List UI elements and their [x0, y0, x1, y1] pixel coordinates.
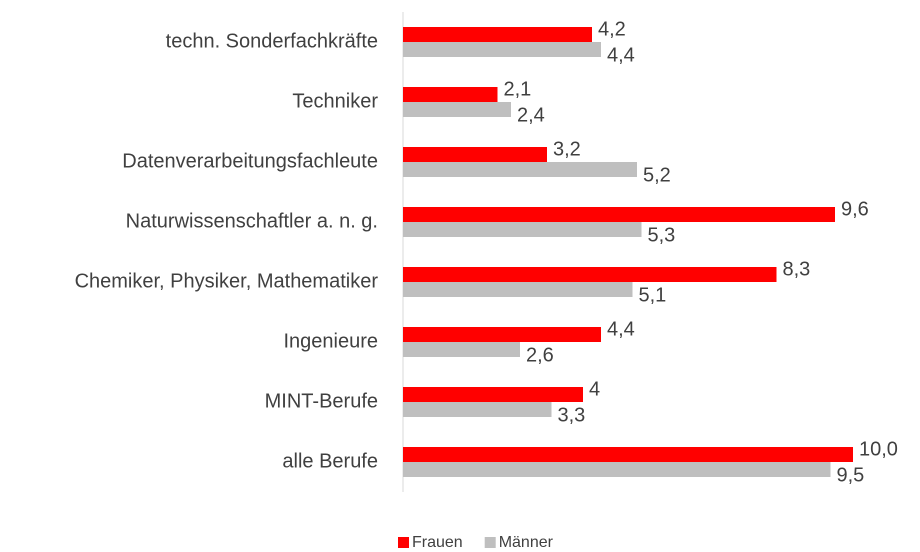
- category-label: alle Berufe: [282, 450, 378, 472]
- bar: [403, 42, 601, 57]
- bar: [403, 402, 552, 417]
- bar: [403, 387, 583, 402]
- value-label: 3,3: [558, 404, 586, 426]
- legend-swatch: [398, 537, 409, 548]
- value-label: 5,2: [643, 164, 671, 186]
- legend-swatch: [484, 537, 496, 548]
- bar: [403, 102, 511, 117]
- value-label: 4,4: [607, 44, 635, 66]
- value-label: 10,0: [859, 438, 898, 460]
- value-label: 9,6: [841, 198, 869, 220]
- bar: [403, 447, 853, 462]
- value-label: 2,4: [517, 104, 545, 126]
- bar: [403, 342, 520, 357]
- value-label: 4,4: [607, 318, 635, 340]
- category-label: techn. Sonderfachkräfte: [166, 30, 378, 52]
- category-label: Naturwissenschaftler a. n. g.: [126, 210, 378, 232]
- legend-label: Frauen: [412, 534, 463, 551]
- value-label: 5,3: [648, 224, 676, 246]
- value-label: 8,3: [783, 258, 811, 280]
- value-label: 2,1: [504, 78, 532, 100]
- bar: [403, 222, 642, 237]
- category-label: Ingenieure: [283, 330, 378, 352]
- bar: [403, 87, 498, 102]
- bar: [403, 147, 547, 162]
- value-label: 4: [589, 378, 600, 400]
- value-label: 5,1: [639, 284, 667, 306]
- category-label: MINT-Berufe: [265, 390, 378, 412]
- bar: [403, 162, 637, 177]
- value-label: 2,6: [526, 344, 554, 366]
- value-label: 3,2: [553, 138, 581, 160]
- bar: [403, 282, 633, 297]
- category-label: Datenverarbeitungsfachleute: [122, 150, 378, 172]
- bar: [403, 207, 835, 222]
- bar: [403, 267, 777, 282]
- category-label: Techniker: [292, 90, 378, 112]
- category-label: Chemiker, Physiker, Mathematiker: [75, 270, 379, 292]
- value-label: 9,5: [837, 464, 865, 486]
- bar: [403, 27, 592, 42]
- value-label: 4,2: [598, 18, 626, 40]
- legend-label: Männer: [499, 534, 554, 551]
- bar: [403, 327, 601, 342]
- bar: [403, 462, 831, 477]
